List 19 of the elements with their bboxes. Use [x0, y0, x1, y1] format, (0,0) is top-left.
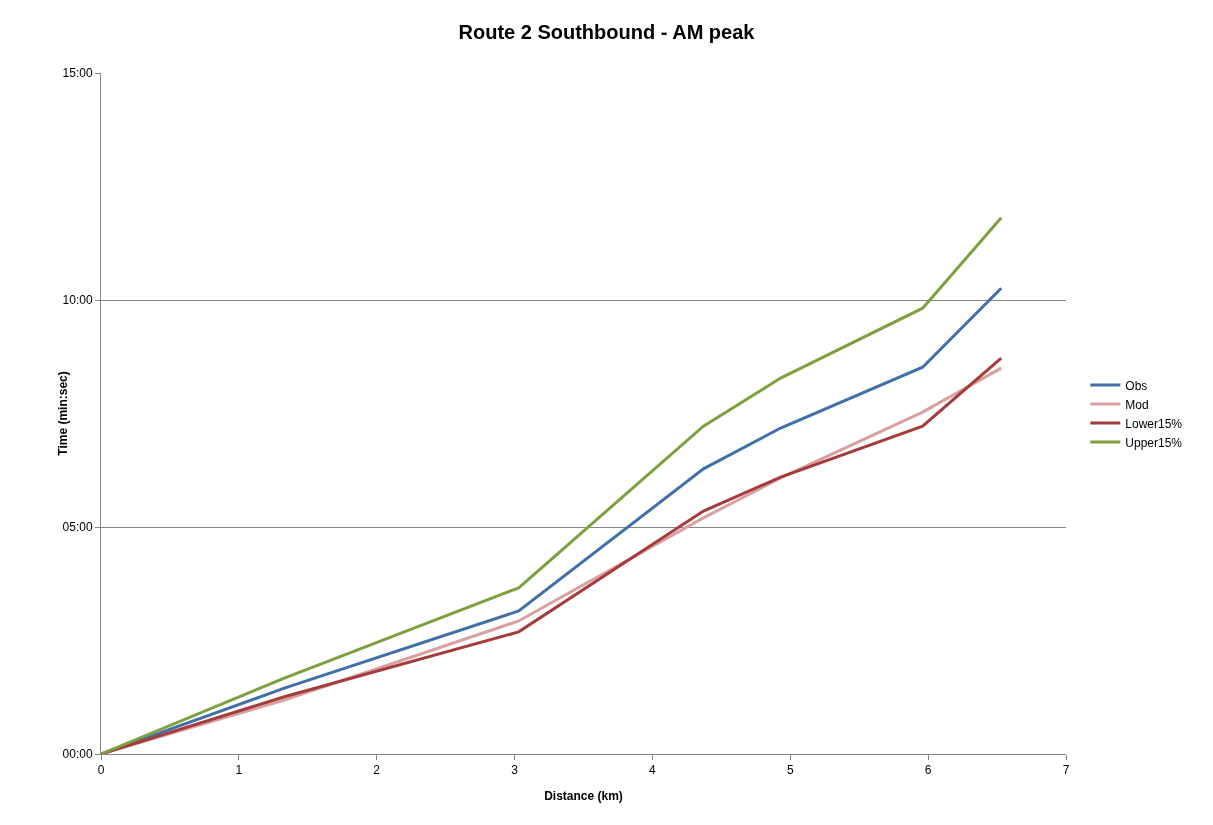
y-tick-label: 15:00 — [62, 66, 93, 81]
y-tick-label: 05:00 — [62, 520, 93, 535]
y-axis-title: Time (min:sec) — [56, 371, 70, 456]
x-tick-label: 0 — [97, 763, 105, 778]
x-tick-label: 6 — [924, 763, 932, 778]
y-tick-label: 00:00 — [62, 747, 93, 762]
x-axis-title: Distance (km) — [544, 789, 623, 803]
x-tick-label: 1 — [235, 763, 243, 778]
x-tick-label: 7 — [1062, 763, 1070, 778]
x-tick-label: 2 — [373, 763, 381, 778]
legend-label: Lower15% — [1125, 416, 1183, 431]
x-tick-label: 5 — [786, 763, 794, 778]
legend-label: Upper15% — [1125, 435, 1183, 450]
y-tick-label: 10:00 — [62, 293, 93, 308]
x-tick-label: 3 — [511, 763, 519, 778]
x-tick-label: 4 — [649, 763, 657, 778]
legend-label: Obs — [1125, 378, 1148, 393]
legend-label: Mod — [1125, 397, 1149, 412]
chart-title: Route 2 Southbound - AM peak — [458, 20, 756, 43]
